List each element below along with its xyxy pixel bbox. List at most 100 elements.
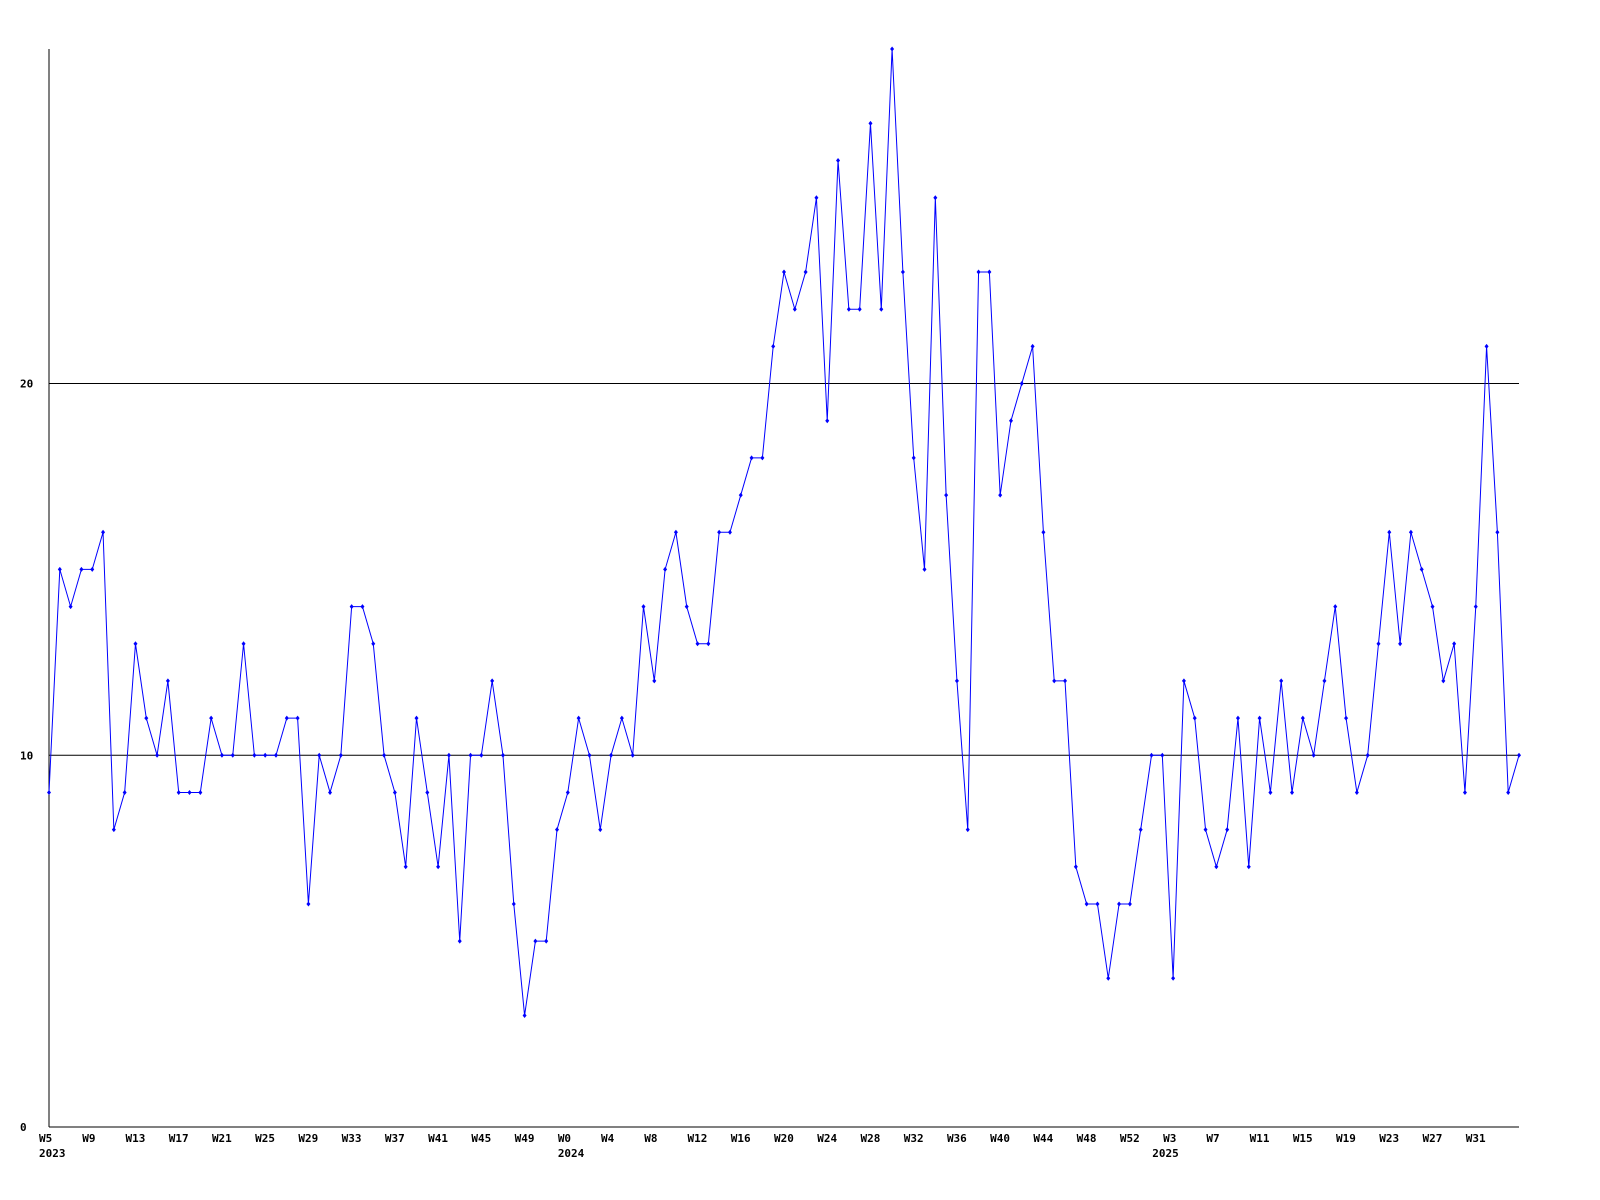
marker [771,343,776,349]
marker [1106,975,1111,981]
year-label: 2024 [558,1147,585,1160]
marker [263,752,268,758]
marker [479,752,484,758]
marker [825,418,830,424]
marker [328,789,333,795]
marker [338,752,343,758]
marker [965,827,970,833]
marker [998,492,1003,498]
x-tick-label: W40 [990,1132,1010,1145]
line [48,48,1520,1016]
marker [1030,343,1035,349]
marker [1408,529,1413,535]
marker [284,715,289,721]
marker [717,529,722,535]
marker [1063,678,1068,684]
marker [868,120,873,126]
marker [295,715,300,721]
x-tick-label: W37 [385,1132,405,1145]
marker [890,46,895,52]
marker [1484,343,1489,349]
marker [1008,418,1013,424]
marker [576,715,581,721]
marker [587,752,592,758]
marker [306,901,311,907]
marker [663,566,668,572]
marker [1398,641,1403,647]
x-tick-label: W27 [1423,1132,1443,1145]
x-tick-label: W4 [601,1132,615,1145]
marker [371,641,376,647]
x-tick-label: W8 [644,1132,657,1145]
marker [155,752,160,758]
marker [782,269,786,275]
marker [792,306,797,312]
marker [111,827,116,833]
marker [1138,827,1143,833]
marker [1214,864,1219,870]
marker [1225,827,1230,833]
marker [555,827,560,833]
marker [749,455,754,461]
x-tick-label: W36 [947,1132,967,1145]
marker [382,752,387,758]
marker [1084,901,1089,907]
marker [1344,715,1349,721]
marker [1354,789,1359,795]
marker [198,789,203,795]
marker [533,938,538,944]
marker [933,195,938,201]
marker [695,641,700,647]
marker [490,678,495,684]
marker [241,641,246,647]
x-tick-label: W12 [688,1132,708,1145]
marker [1095,901,1100,907]
marker [133,641,138,647]
marker [1279,678,1284,684]
marker [1181,678,1186,684]
x-tick-label: W5 [39,1132,52,1145]
marker [1300,715,1305,721]
marker [944,492,949,498]
x-tick-label: W13 [125,1132,145,1145]
x-tick-label: W44 [1033,1132,1053,1145]
x-tick-label: W23 [1379,1132,1399,1145]
y-tick-label: 10 [20,749,33,762]
marker [1322,678,1327,684]
marker [1246,864,1251,870]
marker [57,566,62,572]
x-tick-label: W31 [1466,1132,1486,1145]
marker [1160,752,1165,758]
year-label: 2025 [1152,1147,1179,1160]
marker [1117,901,1122,907]
marker [79,566,84,572]
marker [1430,604,1435,610]
marker [1473,604,1478,610]
marker [230,752,235,758]
marker [1203,827,1208,833]
marker [630,752,635,758]
x-tick-label: W17 [169,1132,189,1145]
marker [1506,789,1511,795]
x-tick-label: W9 [82,1132,95,1145]
marker [1041,529,1046,535]
marker [90,566,95,572]
marker [1052,678,1057,684]
marker [846,306,851,312]
x-tick-label: W45 [471,1132,491,1145]
marker [1073,864,1078,870]
marker [1333,604,1338,610]
marker [500,752,505,758]
x-tick-label: W29 [298,1132,318,1145]
marker [987,269,992,275]
marker [1365,752,1370,758]
marker [879,306,884,312]
x-tick-label: W11 [1250,1132,1270,1145]
marker [1290,789,1295,795]
marker [727,529,732,535]
marker [187,789,192,795]
marker [209,715,214,721]
x-tick-label: W24 [817,1132,837,1145]
marker [976,269,981,275]
marker [47,789,51,795]
